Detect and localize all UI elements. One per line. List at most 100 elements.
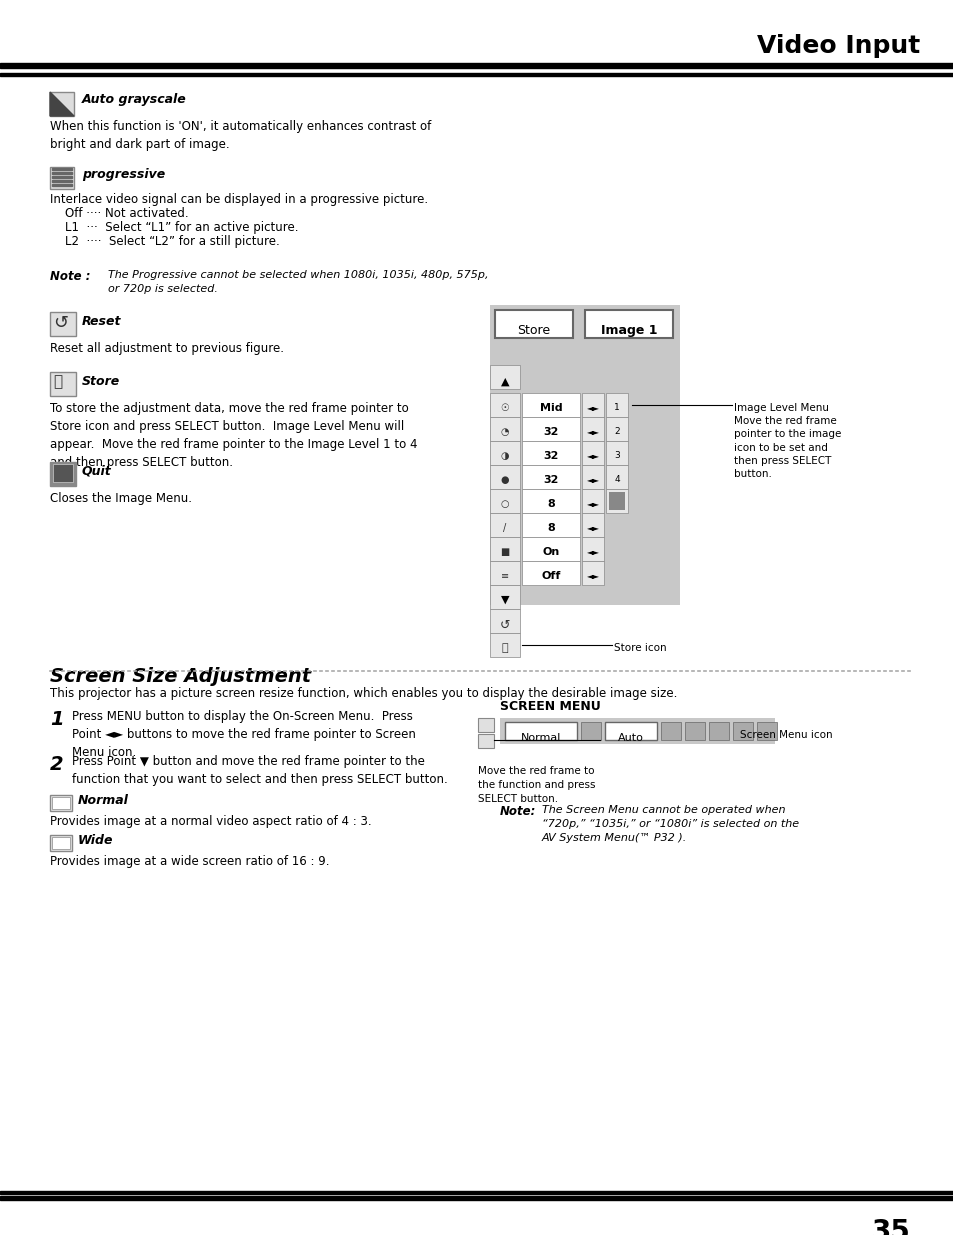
Text: Off ···· Not activated.: Off ···· Not activated.: [50, 207, 189, 220]
Text: Image 1: Image 1: [600, 324, 657, 337]
Text: Note:: Note:: [499, 805, 536, 818]
Bar: [490, 513, 519, 537]
Text: progressive: progressive: [82, 168, 165, 182]
Text: Store: Store: [82, 375, 120, 388]
Text: ↺: ↺: [53, 314, 68, 332]
Bar: [757, 722, 776, 740]
Bar: [0, 1191, 953, 1194]
Text: The Progressive cannot be selected when 1080i, 1035i, 480p, 575p,: The Progressive cannot be selected when …: [108, 270, 488, 280]
Bar: [490, 441, 519, 466]
Bar: [490, 393, 519, 417]
Text: Reset: Reset: [82, 315, 121, 329]
Text: ●: ●: [500, 475, 509, 485]
Text: ◄►: ◄►: [586, 499, 598, 508]
Bar: [490, 537, 519, 561]
Bar: [605, 393, 627, 417]
Bar: [581, 417, 603, 441]
Text: This projector has a picture screen resize function, which enables you to displa: This projector has a picture screen resi…: [50, 687, 677, 700]
Bar: [580, 722, 600, 740]
Bar: [477, 718, 494, 732]
Bar: [581, 537, 603, 561]
Bar: [52, 168, 71, 170]
Text: ○: ○: [500, 499, 509, 509]
Text: Provides image at a wide screen ratio of 16 : 9.: Provides image at a wide screen ratio of…: [50, 855, 329, 868]
Text: L2  ····  Select “L2” for a still picture.: L2 ···· Select “L2” for a still picture.: [50, 235, 279, 248]
Bar: [0, 1195, 953, 1200]
Bar: [584, 310, 672, 338]
Bar: [581, 441, 603, 466]
Bar: [521, 417, 579, 441]
Bar: [490, 634, 519, 657]
Text: ◄►: ◄►: [586, 427, 598, 436]
Bar: [581, 489, 603, 513]
Bar: [53, 464, 73, 482]
Text: Video Input: Video Input: [756, 35, 919, 58]
Bar: [521, 441, 579, 466]
Bar: [52, 180, 71, 182]
Text: 32: 32: [543, 427, 558, 437]
Text: Interlace video signal can be displayed in a progressive picture.: Interlace video signal can be displayed …: [50, 193, 428, 206]
Bar: [52, 797, 70, 809]
Text: 1: 1: [614, 403, 619, 412]
Text: ◑: ◑: [500, 451, 509, 461]
Bar: [52, 177, 71, 178]
Bar: [605, 489, 627, 513]
Text: To store the adjustment data, move the red frame pointer to
Store icon and press: To store the adjustment data, move the r…: [50, 403, 417, 469]
Text: 2: 2: [50, 755, 64, 774]
Text: On: On: [542, 547, 559, 557]
Bar: [490, 585, 519, 609]
Bar: [50, 312, 76, 336]
Text: ≡: ≡: [500, 571, 509, 580]
Text: 8: 8: [547, 522, 555, 534]
Text: Press Point ▼ button and move the red frame pointer to the
function that you wan: Press Point ▼ button and move the red fr…: [71, 755, 447, 785]
Bar: [521, 537, 579, 561]
Text: ◄►: ◄►: [586, 547, 598, 556]
Bar: [50, 372, 76, 396]
Bar: [50, 795, 71, 811]
Text: 8: 8: [547, 499, 555, 509]
Bar: [521, 393, 579, 417]
Text: ▲: ▲: [500, 377, 509, 387]
Bar: [495, 310, 573, 338]
Bar: [52, 837, 70, 848]
Bar: [581, 466, 603, 489]
Bar: [521, 561, 579, 585]
Bar: [581, 393, 603, 417]
Bar: [52, 172, 71, 174]
Text: Press MENU button to display the On-Screen Menu.  Press
Point ◄► buttons to move: Press MENU button to display the On-Scre…: [71, 710, 416, 760]
Text: Note :: Note :: [50, 270, 91, 283]
Text: ◄►: ◄►: [586, 475, 598, 484]
Bar: [605, 417, 627, 441]
Bar: [50, 91, 74, 116]
Bar: [490, 489, 519, 513]
Text: When this function is 'ON', it automatically enhances contrast of
bright and dar: When this function is 'ON', it automatic…: [50, 120, 431, 151]
Bar: [490, 343, 679, 605]
Bar: [490, 305, 679, 343]
Text: ■: ■: [500, 547, 509, 557]
Text: or 720p is selected.: or 720p is selected.: [108, 284, 217, 294]
Text: 32: 32: [543, 475, 558, 485]
Bar: [521, 489, 579, 513]
Bar: [605, 466, 627, 489]
Bar: [0, 73, 953, 77]
Text: 1: 1: [50, 710, 64, 729]
Text: Normal: Normal: [520, 734, 560, 743]
Bar: [490, 466, 519, 489]
Bar: [504, 722, 577, 740]
Text: ▼: ▼: [500, 595, 509, 605]
Text: ◄►: ◄►: [586, 571, 598, 580]
Text: 32: 32: [543, 451, 558, 461]
Bar: [521, 466, 579, 489]
Text: ◄►: ◄►: [586, 451, 598, 459]
Text: 3: 3: [614, 451, 619, 459]
Text: ↺: ↺: [499, 619, 510, 632]
Polygon shape: [50, 91, 74, 116]
Bar: [490, 366, 519, 389]
Text: Move the red frame to
the function and press
SELECT button.: Move the red frame to the function and p…: [477, 766, 595, 804]
Bar: [0, 63, 953, 68]
Bar: [521, 513, 579, 537]
Text: /: /: [503, 522, 506, 534]
Text: Reset all adjustment to previous figure.: Reset all adjustment to previous figure.: [50, 342, 284, 354]
Bar: [52, 184, 71, 186]
Text: Closes the Image Menu.: Closes the Image Menu.: [50, 492, 192, 505]
